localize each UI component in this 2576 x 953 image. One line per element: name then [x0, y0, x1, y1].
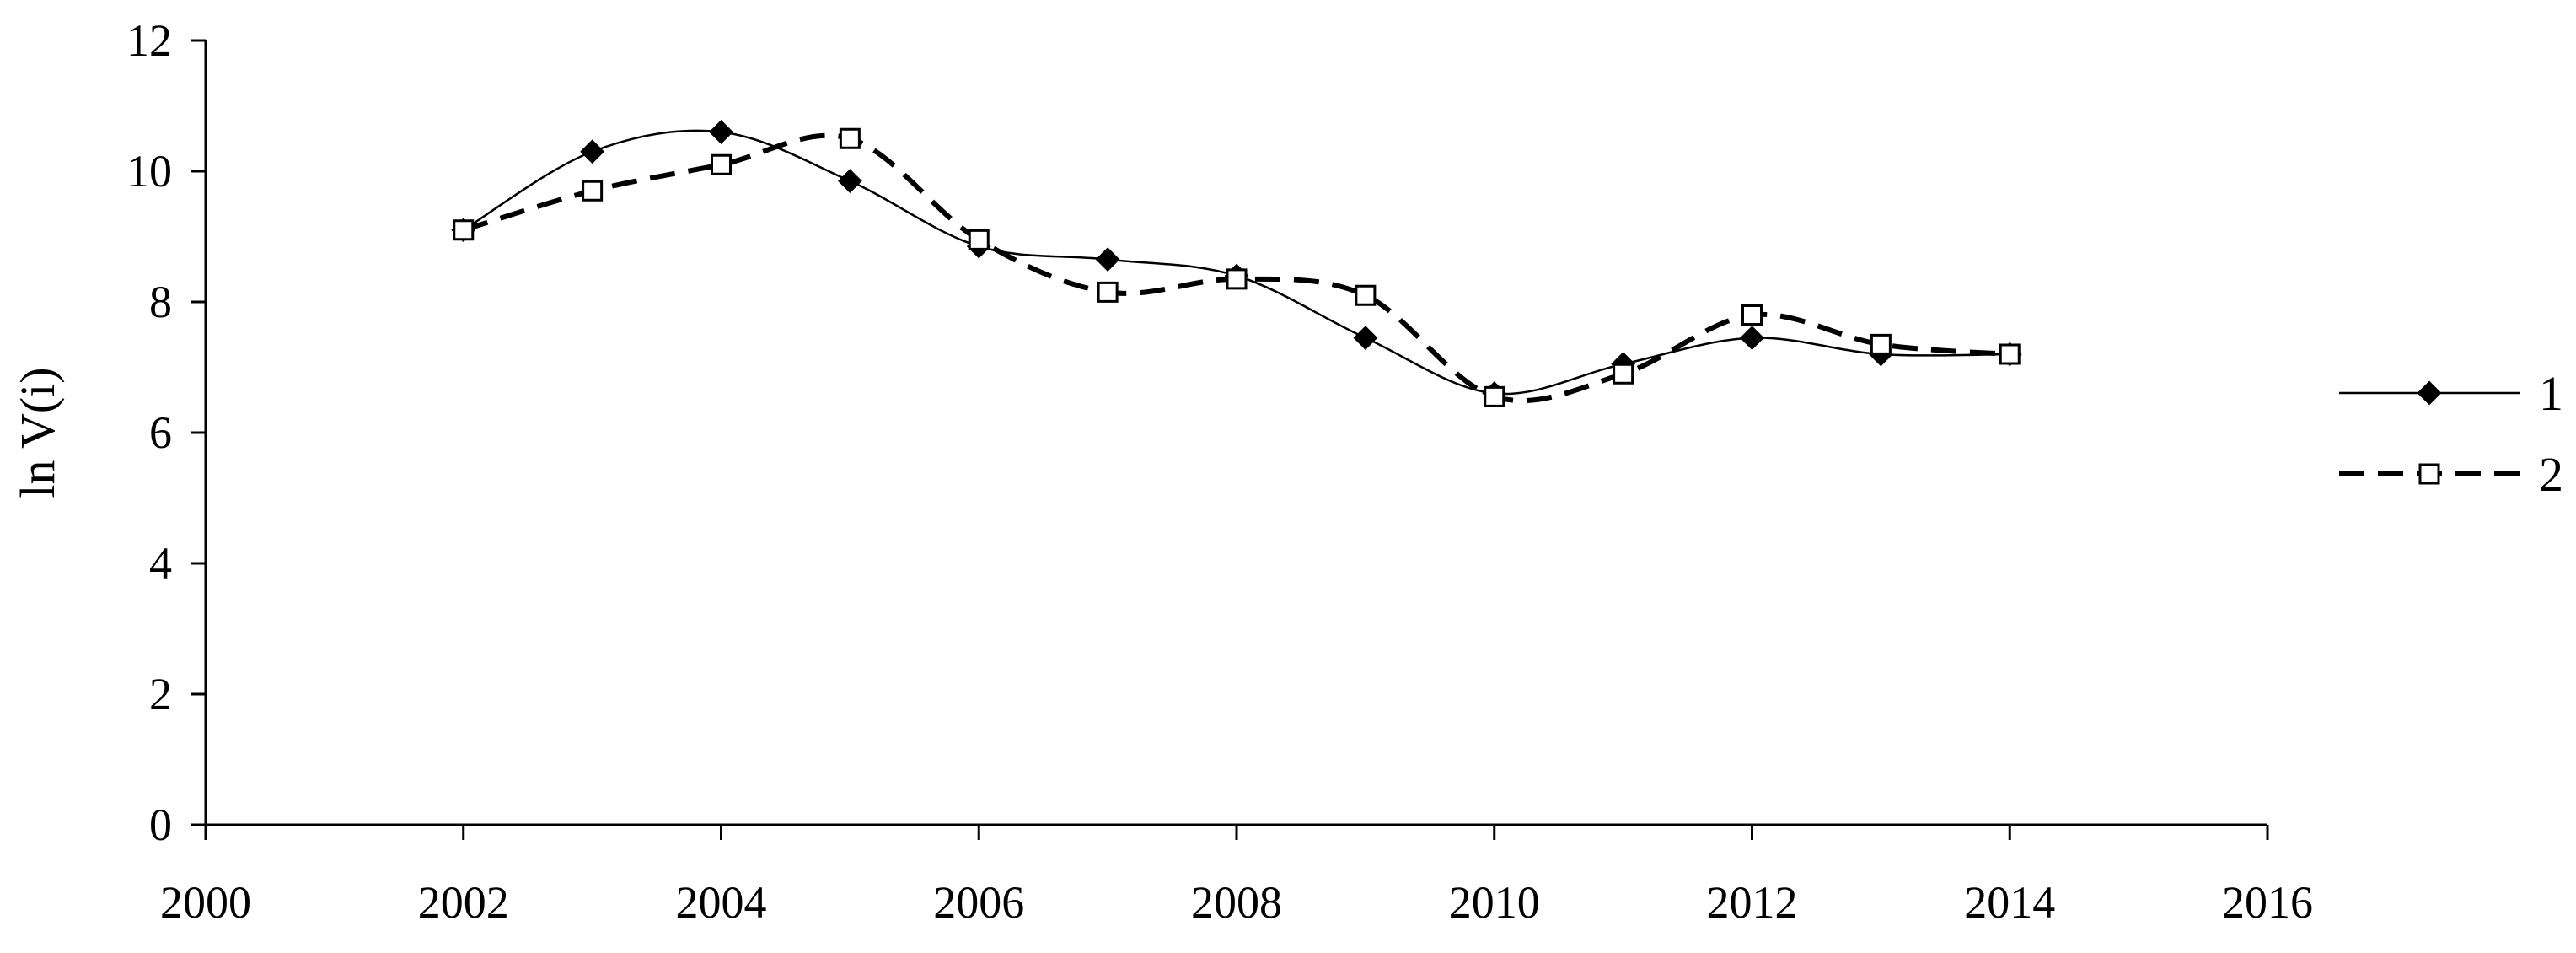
x-tick-label: 2016: [2222, 877, 2313, 928]
x-tick-label: 2012: [1707, 877, 1798, 928]
data-point: [968, 229, 990, 250]
axes: 0 2 4 6 8 10 12 2000 2002 2004 2006 2008 2010 2012 201…: [10, 15, 2313, 928]
data-point: [582, 180, 604, 202]
data-point: [711, 153, 732, 175]
y-axis-title: ln V(i): [10, 367, 65, 498]
y-tick-label: 0: [149, 800, 172, 850]
x-tick-label: 2002: [418, 877, 509, 928]
x-tick-label: 2004: [676, 877, 767, 928]
x-tick-label: 2014: [1964, 877, 2055, 928]
data-point: [1095, 247, 1120, 272]
series-layer: [451, 120, 2022, 407]
data-point: [453, 219, 475, 241]
data-point: [580, 139, 605, 164]
x-tick-label: 2006: [933, 877, 1024, 928]
series-2: [453, 127, 2021, 407]
data-point: [1355, 284, 1377, 306]
data-point: [1097, 281, 1119, 303]
y-tick-label: 6: [149, 407, 172, 458]
data-point: [839, 127, 861, 149]
data-point: [837, 169, 862, 194]
x-tick-label: 2010: [1449, 877, 1540, 928]
data-point: [1870, 333, 1892, 355]
y-tick-label: 10: [126, 146, 172, 197]
data-point: [1613, 363, 1634, 385]
legend-label: 2: [2539, 447, 2563, 502]
data-point: [1353, 326, 1378, 351]
legend-item-1: 1: [2339, 366, 2563, 421]
y-tick-label: 12: [126, 15, 172, 66]
y-tick-label: 8: [149, 277, 172, 327]
x-tick-label: 2008: [1191, 877, 1282, 928]
legend-marker: [2418, 463, 2440, 485]
data-point: [1741, 304, 1763, 326]
x-tick-label: 2000: [160, 877, 251, 928]
data-point: [1226, 268, 1248, 290]
series-1: [451, 120, 2022, 406]
data-point: [709, 120, 733, 144]
data-point: [1484, 385, 1505, 407]
legend-item-2: 2: [2339, 447, 2563, 502]
data-point: [1740, 326, 1764, 351]
legend: 12: [2339, 366, 2563, 502]
y-tick-label: 2: [149, 669, 172, 719]
legend-marker: [2417, 380, 2442, 406]
data-point: [1999, 343, 2021, 365]
legend-label: 1: [2539, 366, 2563, 421]
y-tick-label: 4: [149, 538, 172, 589]
